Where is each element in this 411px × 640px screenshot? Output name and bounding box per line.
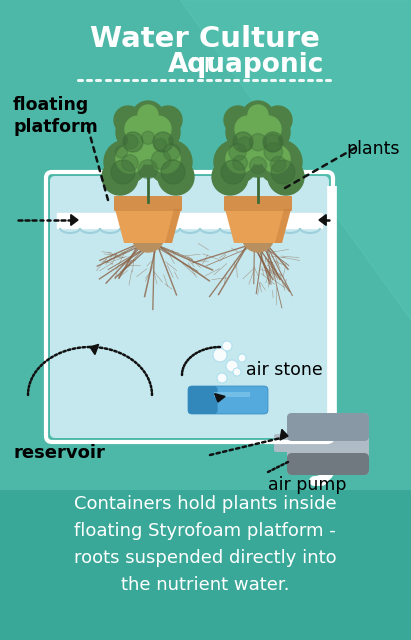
Circle shape — [145, 116, 171, 142]
Circle shape — [212, 159, 248, 195]
Circle shape — [226, 112, 266, 152]
Circle shape — [233, 132, 253, 152]
Polygon shape — [71, 214, 78, 225]
Circle shape — [158, 159, 194, 195]
FancyBboxPatch shape — [287, 413, 369, 441]
Circle shape — [258, 140, 302, 184]
Circle shape — [116, 112, 156, 152]
Circle shape — [249, 157, 266, 174]
FancyBboxPatch shape — [188, 386, 268, 414]
Polygon shape — [165, 209, 181, 243]
Circle shape — [221, 160, 245, 184]
Circle shape — [152, 145, 180, 173]
FancyBboxPatch shape — [50, 176, 329, 438]
Polygon shape — [215, 394, 225, 402]
Circle shape — [213, 348, 227, 362]
Polygon shape — [319, 214, 326, 225]
Circle shape — [238, 354, 246, 362]
Circle shape — [128, 124, 168, 164]
Circle shape — [102, 159, 138, 195]
Text: or: or — [187, 52, 223, 78]
Circle shape — [153, 132, 173, 152]
Circle shape — [104, 140, 148, 184]
Circle shape — [222, 341, 232, 351]
Circle shape — [151, 150, 171, 170]
Circle shape — [250, 112, 290, 152]
Text: reservoir: reservoir — [13, 444, 105, 462]
Circle shape — [123, 132, 143, 152]
Polygon shape — [180, 0, 411, 320]
Circle shape — [226, 145, 254, 173]
Circle shape — [154, 138, 166, 151]
Polygon shape — [90, 344, 99, 355]
Circle shape — [242, 101, 274, 133]
Circle shape — [242, 220, 274, 252]
Circle shape — [132, 220, 164, 252]
Circle shape — [264, 143, 283, 161]
Circle shape — [140, 112, 180, 152]
Circle shape — [235, 116, 261, 142]
Circle shape — [154, 106, 182, 134]
Text: plants: plants — [346, 140, 400, 158]
Polygon shape — [225, 209, 291, 243]
Circle shape — [138, 105, 158, 125]
Circle shape — [268, 159, 304, 195]
Circle shape — [263, 132, 283, 152]
Circle shape — [141, 131, 155, 145]
Circle shape — [249, 134, 267, 151]
Text: Aquaponic: Aquaponic — [168, 52, 324, 78]
FancyBboxPatch shape — [188, 386, 217, 414]
Circle shape — [118, 117, 178, 177]
Polygon shape — [280, 429, 288, 440]
Polygon shape — [275, 209, 291, 243]
Circle shape — [125, 116, 151, 142]
Circle shape — [124, 134, 138, 148]
Text: floating
platform: floating platform — [13, 96, 98, 136]
Circle shape — [132, 101, 164, 133]
Circle shape — [255, 116, 281, 142]
FancyBboxPatch shape — [287, 413, 369, 475]
Text: Containers hold plants inside
floating Styrofoam platform -
roots suspended dire: Containers hold plants inside floating S… — [74, 495, 336, 595]
FancyBboxPatch shape — [274, 434, 296, 452]
Circle shape — [262, 145, 290, 173]
Circle shape — [233, 156, 247, 170]
Circle shape — [271, 160, 295, 184]
Circle shape — [111, 160, 135, 184]
Circle shape — [248, 105, 268, 125]
FancyBboxPatch shape — [287, 453, 369, 475]
Circle shape — [264, 134, 282, 152]
Text: air stone: air stone — [246, 361, 323, 379]
Circle shape — [229, 143, 246, 161]
Circle shape — [163, 143, 180, 161]
FancyBboxPatch shape — [114, 196, 182, 211]
Circle shape — [217, 373, 227, 383]
Circle shape — [148, 140, 192, 184]
Circle shape — [226, 360, 238, 372]
Bar — [0, 490, 411, 640]
Circle shape — [115, 146, 127, 158]
Circle shape — [233, 368, 241, 376]
Circle shape — [238, 124, 278, 164]
Bar — [57, 213, 322, 228]
Bar — [214, 392, 249, 397]
Polygon shape — [115, 209, 181, 243]
Circle shape — [161, 160, 185, 184]
Circle shape — [214, 140, 258, 184]
Circle shape — [264, 106, 292, 134]
Circle shape — [122, 155, 138, 171]
Circle shape — [224, 106, 252, 134]
Circle shape — [116, 145, 144, 173]
Circle shape — [270, 156, 286, 172]
Circle shape — [114, 106, 142, 134]
FancyBboxPatch shape — [224, 196, 292, 211]
Text: air pump: air pump — [268, 476, 346, 494]
Circle shape — [238, 137, 252, 151]
Text: Water Culture: Water Culture — [90, 25, 320, 53]
Circle shape — [139, 159, 157, 179]
Circle shape — [228, 117, 288, 177]
